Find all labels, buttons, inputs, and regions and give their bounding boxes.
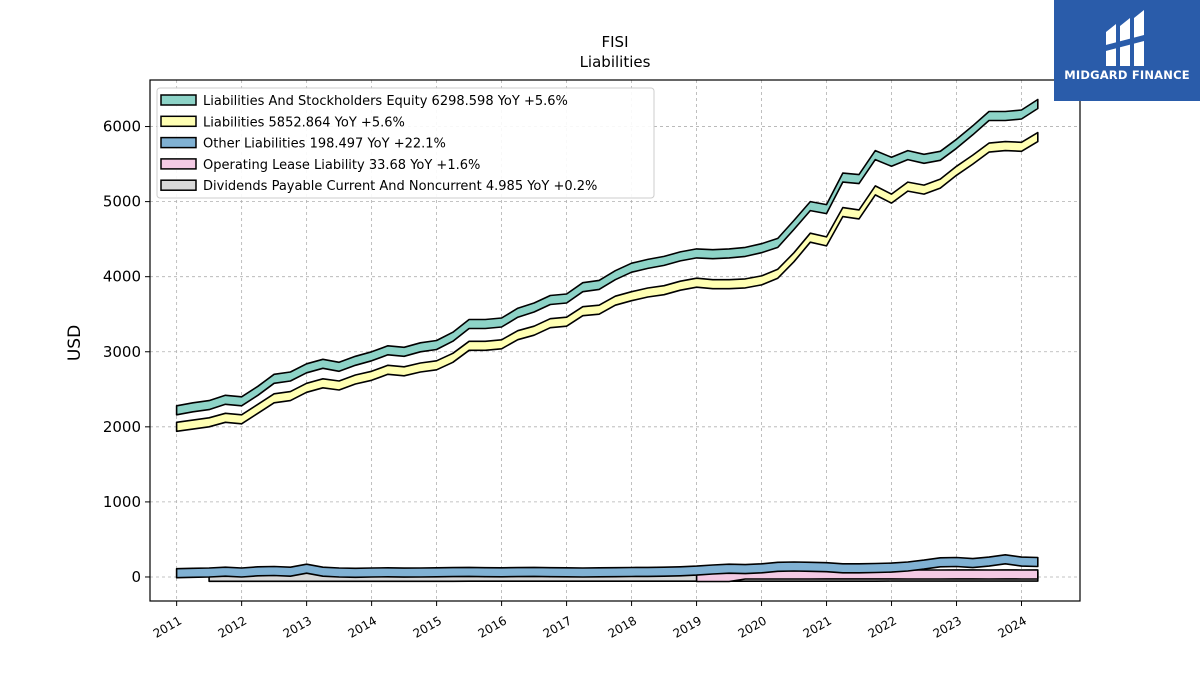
chart-subtitle: Liabilities [580,53,651,71]
y-tick-label: 5000 [103,193,141,211]
x-tick-label: 2016 [476,613,509,640]
legend-swatch [160,94,197,106]
x-tick-label: 2013 [281,613,314,640]
legend: Liabilities And Stockholders Equity 6298… [156,87,655,199]
y-tick-label: 4000 [103,268,141,286]
legend-entry: Operating Lease Liability 33.68 YoY +1.6… [203,158,480,173]
x-tick-label: 2022 [866,613,899,640]
brand-logo: MIDGARD FINANCE [1054,0,1200,101]
series-band-liabilities-and-stockholders-equity [175,98,1039,416]
x-tick-label: 2020 [736,613,769,640]
x-tick-label: 2019 [671,613,704,640]
plot-frame [149,79,1081,602]
series-band-other-liabilities [175,553,1039,579]
y-tick-label: 6000 [103,118,141,136]
series-layer [175,98,1039,583]
x-tick-label: 2018 [606,613,639,640]
y-axis-label: USD [65,325,85,361]
x-tick-label: 2024 [996,613,1029,640]
logo-mark-icon [1102,10,1148,66]
x-axis: 2011 2012 2013 2014 2015 2016 2017 2018 2019 2020… [151,601,1029,641]
y-tick-label: 1000 [103,493,141,511]
legend-entry: Other Liabilities 198.497 YoY +22.1% [203,137,446,152]
legend-swatch [160,115,197,128]
x-tick-label: 2014 [346,613,379,640]
y-tick-label: 0 [131,568,141,586]
y-axis: 0 1000 2000 3000 4000 5000 6000 [103,118,150,586]
y-tick-label: 3000 [103,343,141,361]
legend-box [156,87,655,199]
chart-title: FISI [602,33,629,51]
legend-entry: Dividends Payable Current And Noncurrent… [203,179,597,194]
legend-swatch [160,136,197,149]
x-tick-label: 2015 [411,613,444,640]
legend-entry: Liabilities 5852.864 YoY +5.6% [203,115,405,130]
x-tick-label: 2012 [216,613,249,640]
logo-text: MIDGARD FINANCE [1064,68,1190,82]
legend-swatch [160,179,197,191]
x-tick-label: 2017 [541,613,574,640]
legend-entry: Liabilities And Stockholders Equity 6298… [203,94,568,109]
series-band-liabilities [175,131,1039,433]
x-tick-label: 2021 [801,613,834,640]
y-tick-label: 2000 [103,418,141,436]
x-tick-label: 2023 [931,613,964,640]
legend-swatch [160,158,197,170]
x-tick-label: 2011 [151,613,184,640]
